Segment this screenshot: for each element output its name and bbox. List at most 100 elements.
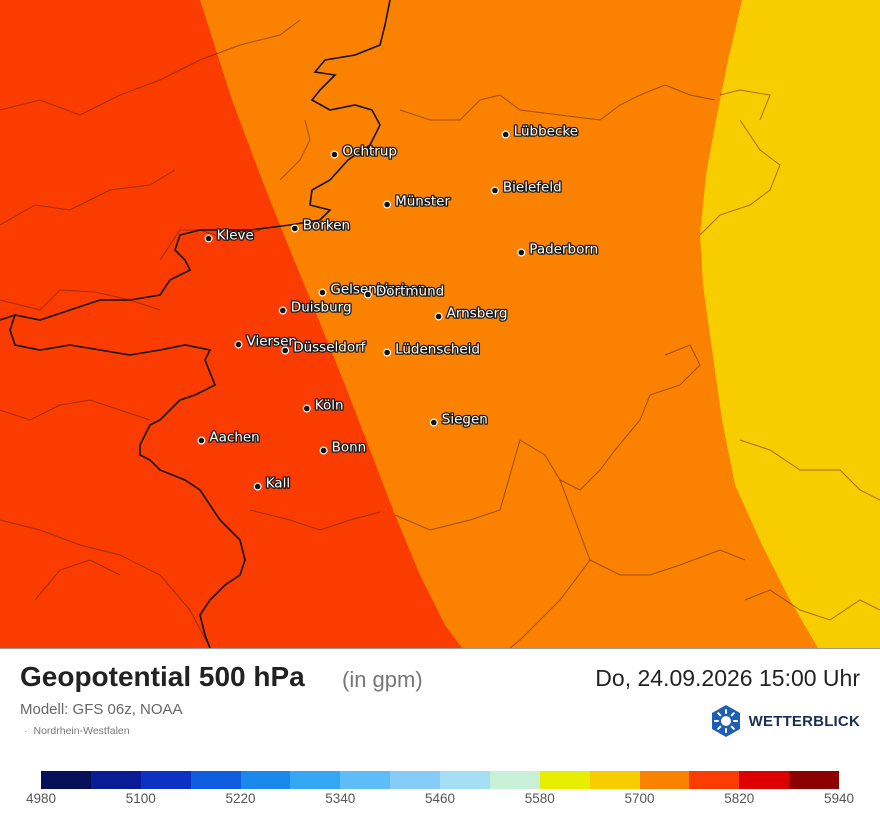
city-label-köln: Köln bbox=[315, 398, 344, 414]
scale-swatch bbox=[589, 771, 640, 789]
city-dot bbox=[383, 348, 392, 357]
city-label-viersen: Viersen bbox=[247, 334, 297, 350]
city-marker-viersen[interactable]: Viersen bbox=[234, 332, 298, 351]
city-dot bbox=[490, 186, 499, 195]
city-dot bbox=[501, 130, 510, 139]
weather-map[interactable]: Ochtrup Lübbecke Bielefeld Münster Borken Kle… bbox=[0, 0, 880, 649]
city-marker-siegen[interactable]: Siegen bbox=[429, 410, 489, 429]
city-dot bbox=[302, 404, 311, 413]
geopotential-zones bbox=[0, 0, 880, 648]
scale-swatch bbox=[340, 771, 391, 789]
map-title: Geopotential 500 hPa bbox=[20, 661, 305, 692]
bullet-icon: · bbox=[24, 725, 28, 737]
city-dot bbox=[197, 436, 206, 445]
model-info: Modell: GFS 06z, NOAA bbox=[20, 701, 183, 718]
scale-tick-label: 5820 bbox=[724, 791, 755, 806]
brand-name: WETTERBLICK bbox=[748, 712, 860, 730]
scale-swatch bbox=[440, 771, 490, 789]
city-dot bbox=[517, 248, 526, 257]
city-label-arnsberg: Arnsberg bbox=[447, 306, 508, 322]
scale-swatch bbox=[539, 771, 590, 789]
city-marker-münster[interactable]: Münster bbox=[383, 192, 452, 211]
city-dot bbox=[319, 446, 328, 455]
city-marker-lüdenscheid[interactable]: Lüdenscheid bbox=[383, 340, 481, 359]
scale-swatch bbox=[90, 771, 141, 789]
scale-swatch bbox=[689, 771, 740, 789]
city-label-borken: Borken bbox=[303, 218, 350, 234]
city-dot bbox=[234, 340, 243, 349]
city-label-paderborn: Paderborn bbox=[529, 242, 598, 258]
city-label-gelsenkirchen: Gelsenkirchen bbox=[330, 282, 426, 298]
city-marker-bonn[interactable]: Bonn bbox=[319, 438, 368, 457]
city-marker-paderborn[interactable]: Paderborn bbox=[517, 240, 600, 259]
city-label-siegen: Siegen bbox=[442, 412, 488, 428]
city-marker-kleve[interactable]: Kleve bbox=[204, 226, 255, 245]
city-label-lübbecke: Lübbecke bbox=[514, 124, 578, 140]
city-marker-ochtrup[interactable]: Ochtrup bbox=[330, 142, 398, 161]
city-marker-duisburg[interactable]: Duisburg bbox=[278, 298, 353, 317]
city-markers: Ochtrup Lübbecke Bielefeld Münster Borken Kle… bbox=[197, 122, 600, 493]
city-marker-düsseldorf[interactable]: Düsseldorf bbox=[281, 338, 368, 357]
scale-swatch bbox=[240, 771, 291, 789]
sun-logo-icon bbox=[711, 705, 740, 737]
scale-swatch bbox=[41, 771, 91, 789]
city-label-bielefeld: Bielefeld bbox=[503, 180, 562, 196]
scale-swatch bbox=[639, 771, 690, 789]
city-marker-lübbecke[interactable]: Lübbecke bbox=[501, 122, 579, 141]
city-label-kall: Kall bbox=[266, 476, 290, 492]
color-scale bbox=[41, 771, 839, 789]
scale-tick-label: 5100 bbox=[125, 791, 156, 806]
city-label-duisburg: Duisburg bbox=[291, 300, 352, 316]
city-marker-bielefeld[interactable]: Bielefeld bbox=[490, 178, 563, 197]
city-label-aachen: Aachen bbox=[209, 430, 259, 446]
city-label-bonn: Bonn bbox=[332, 440, 367, 456]
city-marker-dortmund[interactable]: Dortmund bbox=[363, 282, 446, 301]
city-marker-kall[interactable]: Kall bbox=[253, 474, 291, 493]
scale-tick-label: 4980 bbox=[25, 791, 57, 806]
city-marker-aachen[interactable]: Aachen bbox=[197, 428, 261, 447]
city-dot bbox=[253, 482, 262, 491]
city-dot bbox=[290, 224, 299, 233]
region-name: · Nordrhein-Westfalen bbox=[24, 725, 130, 737]
scale-swatch bbox=[290, 771, 341, 789]
scale-swatch bbox=[739, 771, 790, 789]
scale-swatch bbox=[390, 771, 440, 789]
city-label-dortmund: Dortmund bbox=[376, 284, 444, 300]
city-dot bbox=[318, 288, 327, 297]
city-label-ochtrup: Ochtrup bbox=[342, 144, 397, 160]
city-dot bbox=[363, 290, 372, 299]
city-dot bbox=[383, 200, 392, 209]
zone-5640-5700 bbox=[700, 0, 880, 648]
city-dot bbox=[278, 306, 287, 315]
scale-tick-label: 5340 bbox=[325, 791, 356, 806]
scale-tick-label: 5220 bbox=[225, 791, 256, 806]
city-label-münster: Münster bbox=[395, 194, 450, 210]
scale-tick-label: 5940 bbox=[823, 791, 855, 806]
region-borders bbox=[0, 0, 880, 648]
city-dot bbox=[429, 418, 438, 427]
forecast-datetime: Do, 24.09.2026 15:00 Uhr bbox=[595, 665, 860, 691]
scale-swatch bbox=[190, 771, 241, 789]
city-label-lüdenscheid: Lüdenscheid bbox=[395, 342, 480, 358]
brand-logo[interactable]: WETTERBLICK bbox=[709, 704, 860, 738]
scale-swatch bbox=[140, 771, 191, 789]
scale-swatch bbox=[789, 771, 839, 789]
city-dot bbox=[434, 312, 443, 321]
region-label: Nordrhein-Westfalen bbox=[33, 725, 130, 737]
scale-swatch bbox=[489, 771, 540, 789]
legend-panel: Geopotential 500 hPa (in gpm) Do, 24.09.… bbox=[0, 649, 880, 830]
color-scale-ticks: 4980 5100 5220 5340 5460 5580 5700 5820 5940 bbox=[0, 791, 880, 811]
city-label-düsseldorf: Düsseldorf bbox=[293, 340, 366, 356]
scale-tick-label: 5700 bbox=[624, 791, 655, 806]
city-marker-arnsberg[interactable]: Arnsberg bbox=[434, 304, 509, 323]
city-marker-borken[interactable]: Borken bbox=[290, 216, 351, 235]
city-dot bbox=[204, 234, 213, 243]
city-marker-köln[interactable]: Köln bbox=[302, 396, 345, 415]
city-dot bbox=[330, 150, 339, 159]
city-label-kleve: Kleve bbox=[217, 228, 254, 244]
map-unit: (in gpm) bbox=[342, 667, 423, 692]
city-marker-gelsenkirchen[interactable]: Gelsenkirchen bbox=[318, 280, 428, 299]
city-dot bbox=[281, 346, 290, 355]
scale-tick-label: 5460 bbox=[424, 791, 456, 806]
scale-tick-label: 5580 bbox=[524, 791, 555, 806]
